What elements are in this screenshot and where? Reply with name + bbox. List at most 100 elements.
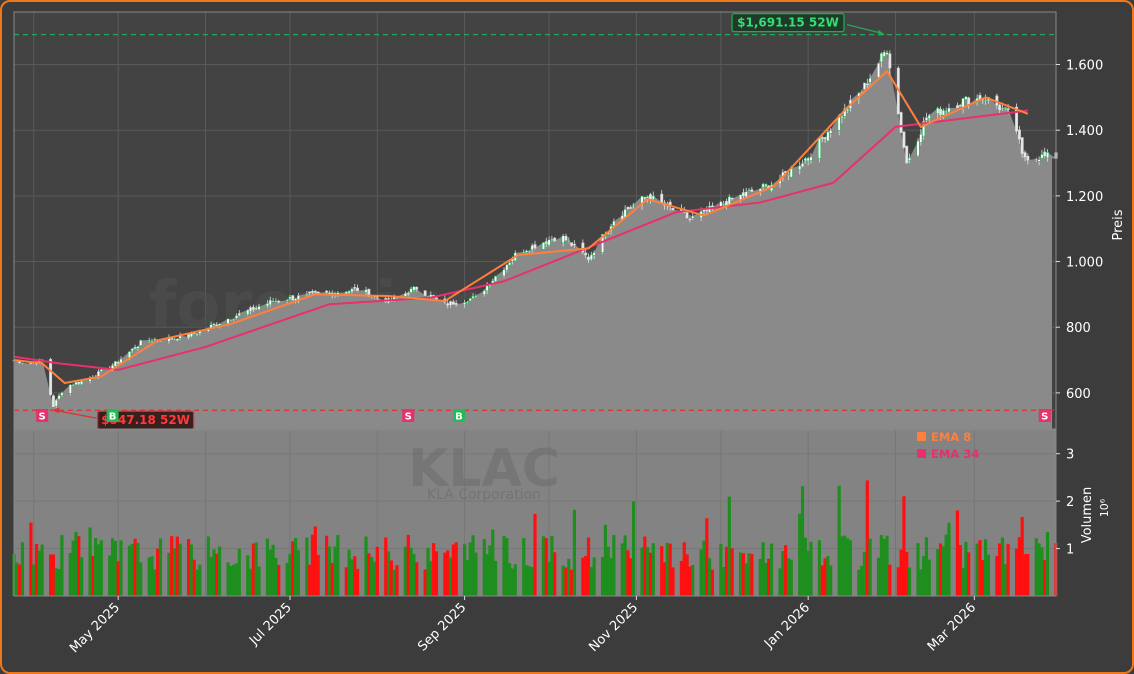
price-tick-label: 800: [1066, 321, 1091, 336]
volume-bar: [294, 537, 298, 596]
volume-bar: [32, 564, 36, 596]
volume-bar: [651, 543, 655, 596]
volume-bar: [443, 552, 447, 596]
candle: [570, 242, 574, 246]
volume-bar: [758, 558, 762, 596]
volume-bar: [806, 550, 810, 596]
volume-bar: [944, 534, 948, 596]
ema-8-line: [13, 70, 1029, 385]
volume-bar: [406, 534, 410, 596]
candle: [494, 276, 498, 282]
candle: [1034, 158, 1038, 161]
ema-lines: [13, 70, 1029, 385]
candle: [406, 292, 410, 295]
volume-bar: [612, 535, 616, 596]
volume-bar: [1045, 531, 1050, 596]
high-52w-label: $1,691.15 52W: [737, 16, 839, 30]
volume-bar: [964, 541, 968, 596]
candle: [218, 323, 222, 326]
volume-bar: [370, 557, 374, 596]
volume-bar: [581, 557, 585, 596]
candle: [1026, 156, 1030, 161]
candle: [787, 174, 790, 176]
candle: [99, 369, 103, 372]
volume-bar: [998, 543, 1002, 596]
volume-bar: [927, 559, 931, 596]
volume-bar: [392, 569, 396, 596]
volume-bar: [600, 557, 605, 596]
volume-bar: [846, 538, 850, 596]
candle: [798, 165, 802, 170]
signal-marker-label: S: [405, 412, 412, 423]
candle: [311, 291, 314, 293]
volume-bar: [761, 542, 765, 596]
high-52w-arrow: [846, 23, 884, 35]
candle: [347, 290, 351, 294]
volume-bar: [905, 551, 909, 596]
volume-bar: [767, 558, 771, 596]
volume-tick-label: 3: [1066, 448, 1074, 463]
candle: [1043, 151, 1047, 156]
volume-bar: [631, 501, 636, 596]
candle: [879, 53, 883, 63]
candle: [806, 157, 810, 162]
volume-bar: [91, 555, 95, 596]
candle: [544, 241, 548, 244]
candle: [353, 287, 357, 289]
candle: [722, 203, 726, 205]
volume-bar: [885, 535, 889, 596]
legend-swatch: [917, 432, 926, 441]
price-tick-label: 1.000: [1066, 256, 1103, 271]
candle: [139, 339, 143, 346]
volume-bar: [353, 556, 357, 596]
52w-markers: $1,691.15 52W $547.18 52W: [14, 12, 1056, 430]
candle: [820, 137, 824, 139]
volume-bar: [730, 548, 734, 596]
volume-bar: [333, 546, 337, 596]
legend-label: EMA 8: [931, 430, 971, 444]
volume-bar: [1043, 560, 1047, 596]
volume-bar: [248, 568, 253, 596]
candle: [584, 252, 588, 256]
candle: [589, 254, 593, 261]
volume-bar: [843, 535, 847, 596]
candle: [730, 197, 734, 200]
candle: [502, 269, 506, 277]
candle: [116, 361, 120, 364]
low-52w-label: $547.18 52W: [101, 413, 190, 427]
volume-bar: [493, 560, 498, 596]
volume-bar: [229, 565, 233, 596]
candle: [541, 242, 545, 250]
candle: [561, 235, 565, 243]
volume-axis-unit: 10⁶: [1098, 498, 1111, 517]
candle: [474, 295, 478, 298]
volume-bar: [330, 562, 334, 596]
candle: [316, 291, 320, 294]
candle: [187, 334, 191, 338]
signal-marker-label: S: [1041, 412, 1048, 423]
candle: [229, 319, 233, 321]
candle: [150, 340, 154, 343]
volume-bar: [662, 562, 667, 596]
candle: [547, 239, 551, 246]
candle: [158, 340, 162, 343]
candle: [1015, 106, 1019, 132]
volume-panel-border: [13, 429, 1057, 597]
candle: [249, 306, 253, 312]
candle: [232, 318, 236, 320]
candle: [764, 183, 768, 187]
volume-bar: [829, 565, 833, 596]
volume-bar: [288, 553, 292, 596]
volume-bar: [660, 546, 664, 596]
volume-bar: [113, 540, 117, 596]
volume-bar: [541, 536, 546, 596]
candle: [651, 195, 655, 200]
candle: [916, 140, 920, 157]
candle: [817, 137, 821, 159]
legend-swatch: [917, 449, 926, 458]
candle: [434, 297, 438, 300]
candle: [643, 196, 647, 199]
candle: [1046, 152, 1050, 158]
